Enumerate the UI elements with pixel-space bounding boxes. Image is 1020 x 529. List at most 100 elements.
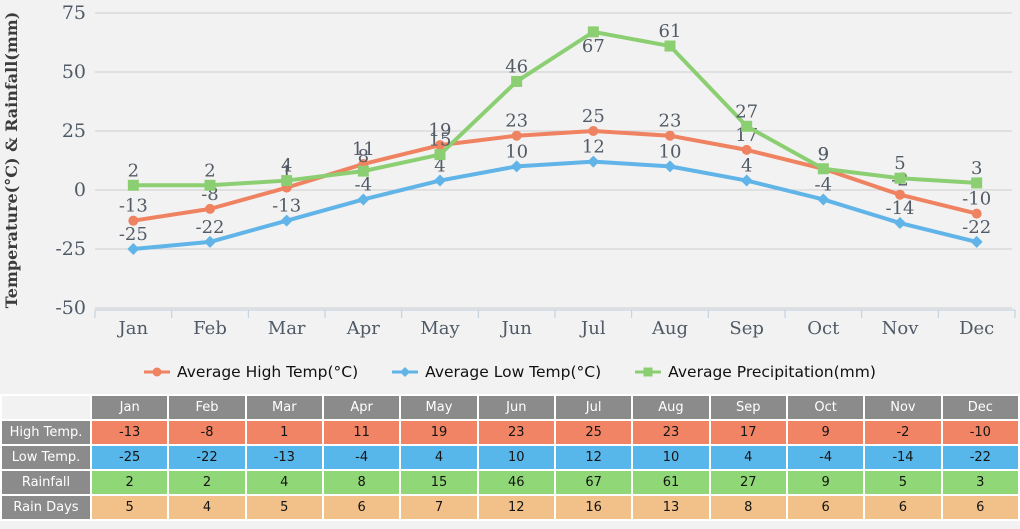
series-line bbox=[131, 159, 979, 251]
data-point-label: -10 bbox=[962, 189, 991, 210]
data-point-diamond bbox=[817, 193, 830, 206]
data-point-square bbox=[971, 177, 983, 189]
table-header-row: Jan Feb Mar Apr May Jun Jul Aug Sep Oct Nov Dec bbox=[2, 396, 1018, 419]
data-point-circle bbox=[128, 215, 139, 226]
table-row: High Temp. -13 -8 1 11 19 23 25 23 17 9 -2 -10 bbox=[2, 421, 1018, 444]
legend-circle-icon bbox=[144, 367, 171, 377]
data-point-square bbox=[434, 149, 446, 161]
data-point-circle bbox=[588, 126, 599, 136]
month-header: Feb bbox=[169, 396, 245, 419]
value-cell: 6 bbox=[942, 496, 1018, 519]
data-point-square bbox=[664, 40, 676, 52]
value-cell: 4 bbox=[710, 446, 786, 469]
data-point-label: 10 bbox=[659, 141, 682, 162]
legend-item[interactable]: Average High Temp(°C) bbox=[144, 363, 358, 381]
data-point-label: 4 bbox=[281, 156, 292, 177]
month-header: Jul bbox=[555, 396, 632, 419]
data-point-diamond bbox=[664, 160, 676, 173]
x-axis-month-label: Mar bbox=[268, 318, 306, 339]
value-cell: 6 bbox=[865, 496, 941, 519]
legend-item[interactable]: Average Low Temp(°C) bbox=[392, 363, 601, 381]
x-axis-month-label: Apr bbox=[346, 318, 381, 339]
data-point-diamond bbox=[740, 174, 753, 187]
row-label: High Temp. bbox=[2, 421, 90, 444]
x-axis-month-label: Jun bbox=[499, 318, 532, 339]
data-point-label: -22 bbox=[196, 217, 225, 238]
data-point-label: 4 bbox=[434, 156, 445, 177]
legend-label: Average Precipitation(mm) bbox=[668, 363, 876, 381]
month-header: Mar bbox=[246, 396, 322, 419]
value-cell: -25 bbox=[92, 446, 168, 469]
data-point-diamond bbox=[280, 214, 293, 227]
value-cell: 6 bbox=[323, 496, 400, 519]
data-point-label: 9 bbox=[818, 144, 829, 165]
climate-data-table: Jan Feb Mar Apr May Jun Jul Aug Sep Oct Nov Dec High… bbox=[0, 394, 1020, 521]
y-axis-tick-label: 75 bbox=[62, 2, 86, 24]
value-cell: 23 bbox=[633, 421, 709, 444]
data-point-label: 15 bbox=[429, 130, 452, 151]
table-row: Rain Days 5 4 5 6 7 12 16 13 8 6 6 6 bbox=[2, 496, 1018, 519]
value-cell: 5 bbox=[92, 496, 168, 519]
table-row: Low Temp. -25 -22 -13 -4 4 10 12 10 4 -4 -14 -22 bbox=[2, 446, 1018, 469]
data-point-label: 10 bbox=[505, 141, 528, 162]
legend-item[interactable]: Average Precipitation(mm) bbox=[635, 363, 876, 381]
value-cell: -2 bbox=[865, 421, 941, 444]
value-cell: 61 bbox=[633, 471, 709, 494]
data-point-circle bbox=[741, 144, 752, 155]
data-point-circle bbox=[205, 203, 215, 214]
value-cell: -4 bbox=[323, 446, 400, 469]
data-point-label: 25 bbox=[582, 106, 605, 127]
value-cell: 5 bbox=[865, 471, 941, 494]
x-axis-month-label: Nov bbox=[882, 318, 920, 339]
x-axis-month-label: Sep bbox=[729, 318, 764, 339]
x-axis-month-label: Aug bbox=[651, 318, 688, 339]
month-header: May bbox=[401, 396, 477, 419]
value-cell: 46 bbox=[478, 471, 554, 494]
data-point-diamond bbox=[894, 217, 906, 230]
data-point-diamond bbox=[510, 160, 523, 173]
y-axis-tick-label: 50 bbox=[62, 61, 86, 83]
month-header: Jun bbox=[478, 396, 554, 419]
data-point-circle bbox=[435, 140, 445, 151]
y-axis-tick-label: -50 bbox=[55, 297, 86, 319]
series-line bbox=[131, 29, 979, 188]
legend-label: Average High Temp(°C) bbox=[177, 363, 359, 381]
data-point-label: -4 bbox=[355, 174, 373, 195]
data-point-square bbox=[511, 75, 523, 87]
value-cell: 3 bbox=[942, 471, 1018, 494]
data-point-label: 8 bbox=[358, 146, 369, 167]
value-cell: 4 bbox=[246, 471, 322, 494]
value-cell: 67 bbox=[555, 471, 632, 494]
y-axis-tick-label: 0 bbox=[74, 179, 86, 201]
value-cell: 19 bbox=[401, 421, 477, 444]
data-point-label: 23 bbox=[659, 111, 682, 132]
value-cell: -14 bbox=[865, 446, 941, 469]
data-point-diamond bbox=[587, 155, 600, 168]
data-point-circle bbox=[895, 189, 905, 200]
data-point-square bbox=[357, 165, 369, 177]
data-point-label: 12 bbox=[582, 137, 605, 158]
x-axis-month-label: Jul bbox=[579, 318, 606, 339]
data-point-label: 2 bbox=[128, 160, 139, 181]
value-cell: 2 bbox=[169, 471, 245, 494]
month-header: Nov bbox=[865, 396, 941, 419]
data-point-label: -13 bbox=[272, 196, 301, 217]
month-header: Aug bbox=[633, 396, 709, 419]
data-point-label: -22 bbox=[962, 217, 991, 238]
table-row: Rainfall 2 2 4 8 15 46 67 61 27 9 5 3 bbox=[2, 471, 1018, 494]
value-cell: 8 bbox=[710, 496, 786, 519]
data-point-diamond bbox=[434, 174, 446, 187]
value-cell: 5 bbox=[246, 496, 322, 519]
data-point-label: 3 bbox=[971, 158, 982, 179]
row-label: Rainfall bbox=[2, 471, 90, 494]
data-point-square bbox=[894, 172, 906, 184]
month-header: Sep bbox=[710, 396, 786, 419]
value-cell: -13 bbox=[92, 421, 168, 444]
data-point-circle bbox=[511, 130, 522, 141]
data-point-label: 1 bbox=[281, 163, 292, 184]
data-point-label: 9 bbox=[818, 144, 829, 165]
value-cell: 13 bbox=[633, 496, 709, 519]
value-cell: 25 bbox=[555, 421, 632, 444]
row-label: Low Temp. bbox=[2, 446, 90, 469]
